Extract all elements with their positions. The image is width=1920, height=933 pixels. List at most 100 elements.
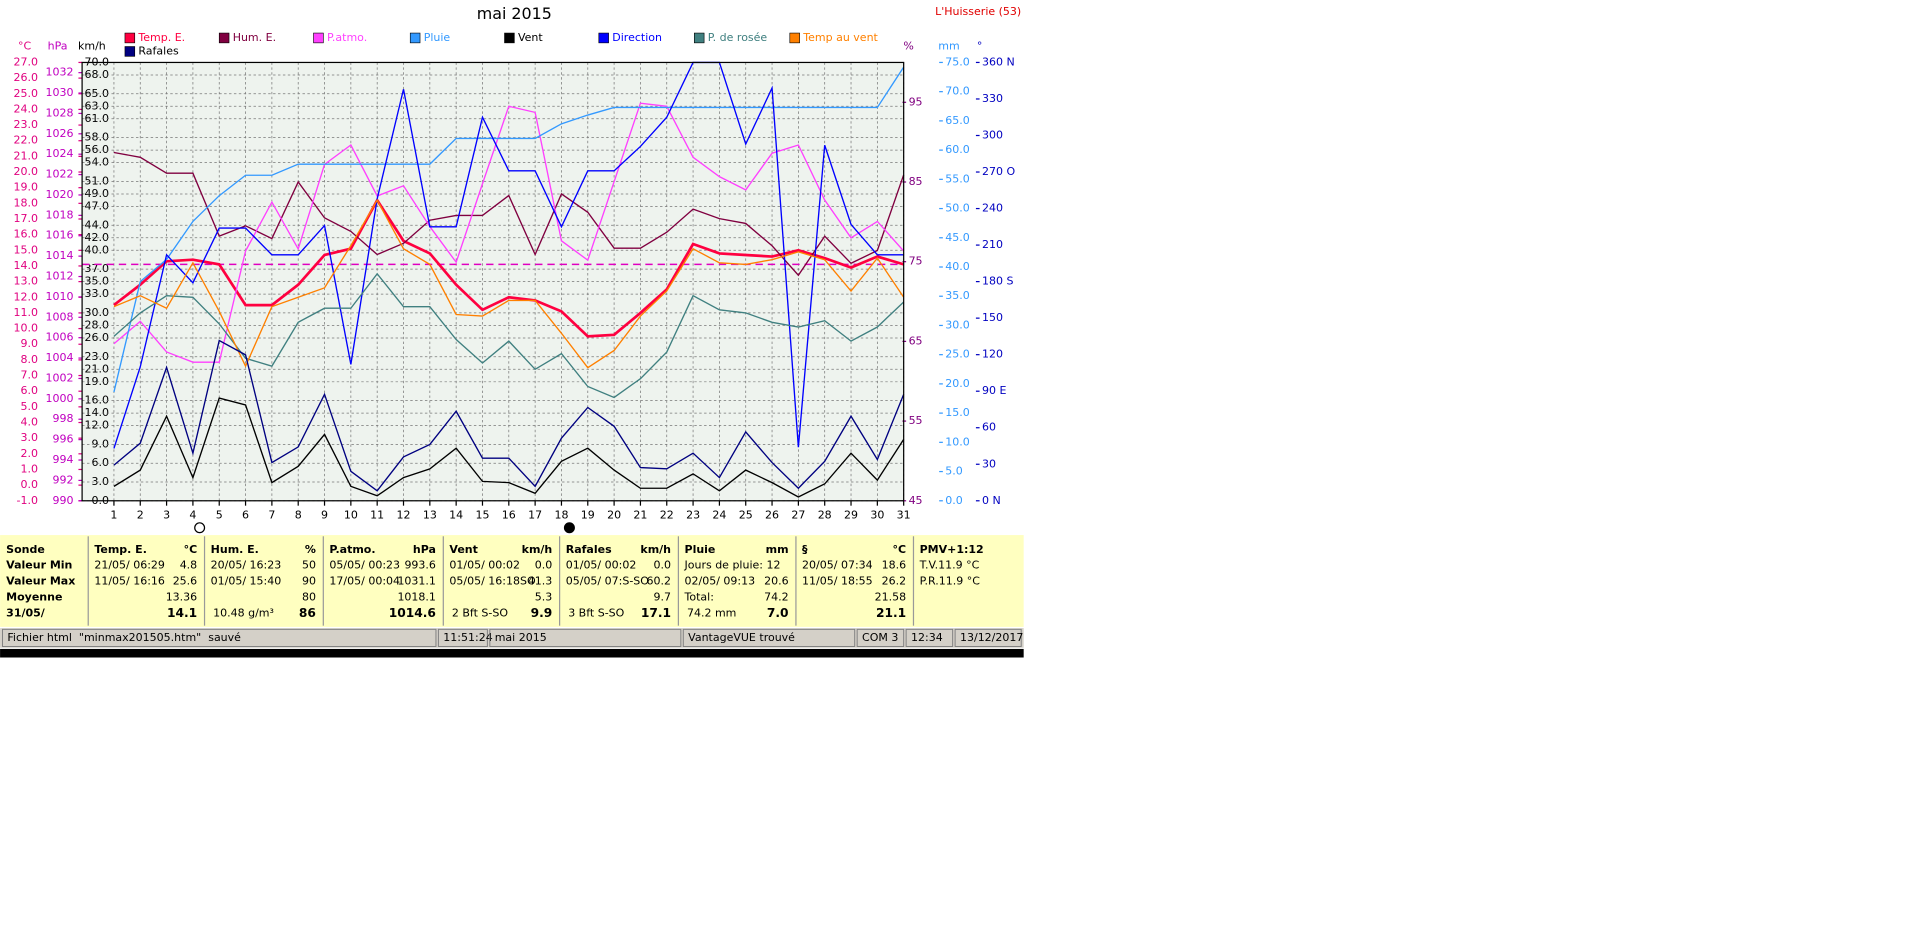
y-tick-label: 18.0 bbox=[14, 196, 39, 209]
series-line bbox=[113, 102, 905, 363]
y-tick-label: 37.0 bbox=[85, 262, 109, 275]
cell-value: 50 bbox=[302, 559, 316, 572]
x-tick-label: 13 bbox=[423, 508, 437, 521]
column-unit: % bbox=[305, 543, 316, 556]
legend-swatch bbox=[313, 32, 324, 44]
y-tick-label: 45.0 bbox=[945, 231, 970, 244]
column-header: Temp. E. bbox=[94, 543, 147, 556]
y-tick-label: 1004 bbox=[46, 351, 74, 364]
y-tick-label: 9.0 bbox=[21, 337, 39, 350]
cell-label: Jours de pluie: 12 bbox=[684, 559, 781, 572]
cell-label: 20/05/ 16:23 bbox=[211, 559, 282, 572]
status-text: 13/12/2017 bbox=[960, 631, 1023, 644]
y-tick-label: 1006 bbox=[46, 331, 74, 344]
status-segment bbox=[905, 628, 954, 647]
y-tick-label: 12.0 bbox=[14, 290, 39, 303]
y-tick-label: 65.0 bbox=[85, 87, 109, 100]
y-tick-label: 25.0 bbox=[945, 348, 970, 361]
y-tick-label: 61.0 bbox=[85, 112, 109, 125]
y-tick-label: 55 bbox=[909, 414, 923, 427]
x-tick-label: 22 bbox=[660, 508, 674, 521]
y-tick-label: 1.0 bbox=[21, 462, 39, 475]
y-tick-label: 19.0 bbox=[85, 375, 109, 388]
x-tick-label: 14 bbox=[449, 508, 463, 521]
moon-icon bbox=[563, 522, 575, 534]
legend-label: Hum. E. bbox=[233, 31, 276, 44]
cell-label: T.V.11.9 °C bbox=[919, 559, 980, 572]
cell-label: 11/05/ 16:16 bbox=[94, 575, 165, 588]
legend-label: Direction bbox=[612, 31, 662, 44]
y-tick-label: 6.0 bbox=[21, 384, 39, 397]
legend-swatch bbox=[409, 32, 421, 44]
y-tick-label: 16.0 bbox=[85, 394, 109, 407]
y-tick-label: 35.0 bbox=[85, 275, 109, 288]
series-line bbox=[113, 197, 905, 338]
y-tick-label: 10.0 bbox=[14, 322, 39, 335]
legend-swatch bbox=[598, 32, 609, 44]
cell-value: 1018.1 bbox=[397, 591, 436, 604]
column-unit: hPa bbox=[413, 543, 436, 556]
cell-value: 20.6 bbox=[764, 575, 789, 588]
legend-swatch bbox=[693, 32, 705, 44]
y-tick-label: 0.0 bbox=[945, 494, 963, 507]
axis-unit: °C bbox=[18, 40, 32, 53]
x-tick-label: 9 bbox=[321, 508, 328, 521]
summary-table bbox=[0, 535, 1024, 627]
x-tick-label: 27 bbox=[791, 508, 805, 521]
cell-label: 01/05/ 15:40 bbox=[211, 575, 282, 588]
cell-label: 11/05/ 18:55 bbox=[802, 575, 873, 588]
series-line bbox=[113, 339, 905, 492]
series-line bbox=[113, 61, 904, 449]
x-tick-label: 6 bbox=[242, 508, 249, 521]
x-tick-label: 19 bbox=[581, 508, 595, 521]
y-tick-label: 27.0 bbox=[14, 55, 39, 68]
y-tick-label: 63.0 bbox=[85, 99, 109, 112]
x-tick-label: 5 bbox=[216, 508, 223, 521]
y-tick-label: 51.0 bbox=[85, 174, 109, 187]
taskbar-strip bbox=[0, 648, 1024, 658]
y-tick-label: 14.0 bbox=[85, 406, 109, 419]
y-tick-label: 21.0 bbox=[85, 362, 109, 375]
legend-label: Temp au vent bbox=[802, 31, 878, 44]
chart-title: mai 2015 bbox=[477, 4, 552, 23]
y-tick-label: 68.0 bbox=[85, 68, 109, 81]
y-tick-label: 270 O bbox=[982, 165, 1015, 178]
cell-value: 60.2 bbox=[647, 575, 672, 588]
cell-label: Total: bbox=[684, 591, 714, 604]
cell-label: 21/05/ 06:29 bbox=[94, 559, 165, 572]
y-tick-label: 5.0 bbox=[945, 465, 963, 478]
x-tick-label: 21 bbox=[633, 508, 647, 521]
legend-swatch bbox=[124, 32, 136, 44]
cell-value: 9.7 bbox=[654, 591, 672, 604]
column-header: Hum. E. bbox=[211, 543, 259, 556]
series-line bbox=[113, 151, 905, 277]
y-tick-label: 1008 bbox=[46, 310, 74, 323]
y-tick-label: 75.0 bbox=[945, 55, 970, 68]
y-tick-label: 65 bbox=[909, 334, 923, 347]
y-tick-label: 1030 bbox=[46, 86, 74, 99]
x-tick-label: 11 bbox=[370, 508, 384, 521]
y-tick-label: 25.0 bbox=[14, 87, 39, 100]
y-tick-label: 24.0 bbox=[14, 102, 39, 115]
y-tick-label: 55.0 bbox=[945, 172, 970, 185]
cell-label: 05/05/ 00:23 bbox=[329, 559, 400, 572]
y-tick-label: 40.0 bbox=[945, 260, 970, 273]
legend-swatch bbox=[789, 32, 800, 44]
x-tick-label: 24 bbox=[712, 508, 726, 521]
y-tick-label: 1000 bbox=[46, 392, 74, 405]
cell-value: 993.6 bbox=[404, 559, 436, 572]
column-header: P.atmo. bbox=[329, 543, 375, 556]
cell-value: 4.8 bbox=[180, 559, 198, 572]
y-tick-label: 1016 bbox=[46, 229, 74, 242]
y-tick-label: 23.0 bbox=[85, 350, 109, 363]
legend-swatch bbox=[218, 32, 230, 44]
column-unit: °C bbox=[184, 543, 198, 556]
y-tick-label: 7.0 bbox=[21, 369, 39, 382]
y-tick-label: 9.0 bbox=[92, 437, 109, 450]
y-tick-label: 22.0 bbox=[14, 134, 39, 147]
status-text: VantageVUE trouvé bbox=[688, 631, 795, 644]
y-tick-label: 30.0 bbox=[85, 306, 109, 319]
cell-value: 18.6 bbox=[882, 559, 907, 572]
status-segment bbox=[2, 628, 437, 647]
